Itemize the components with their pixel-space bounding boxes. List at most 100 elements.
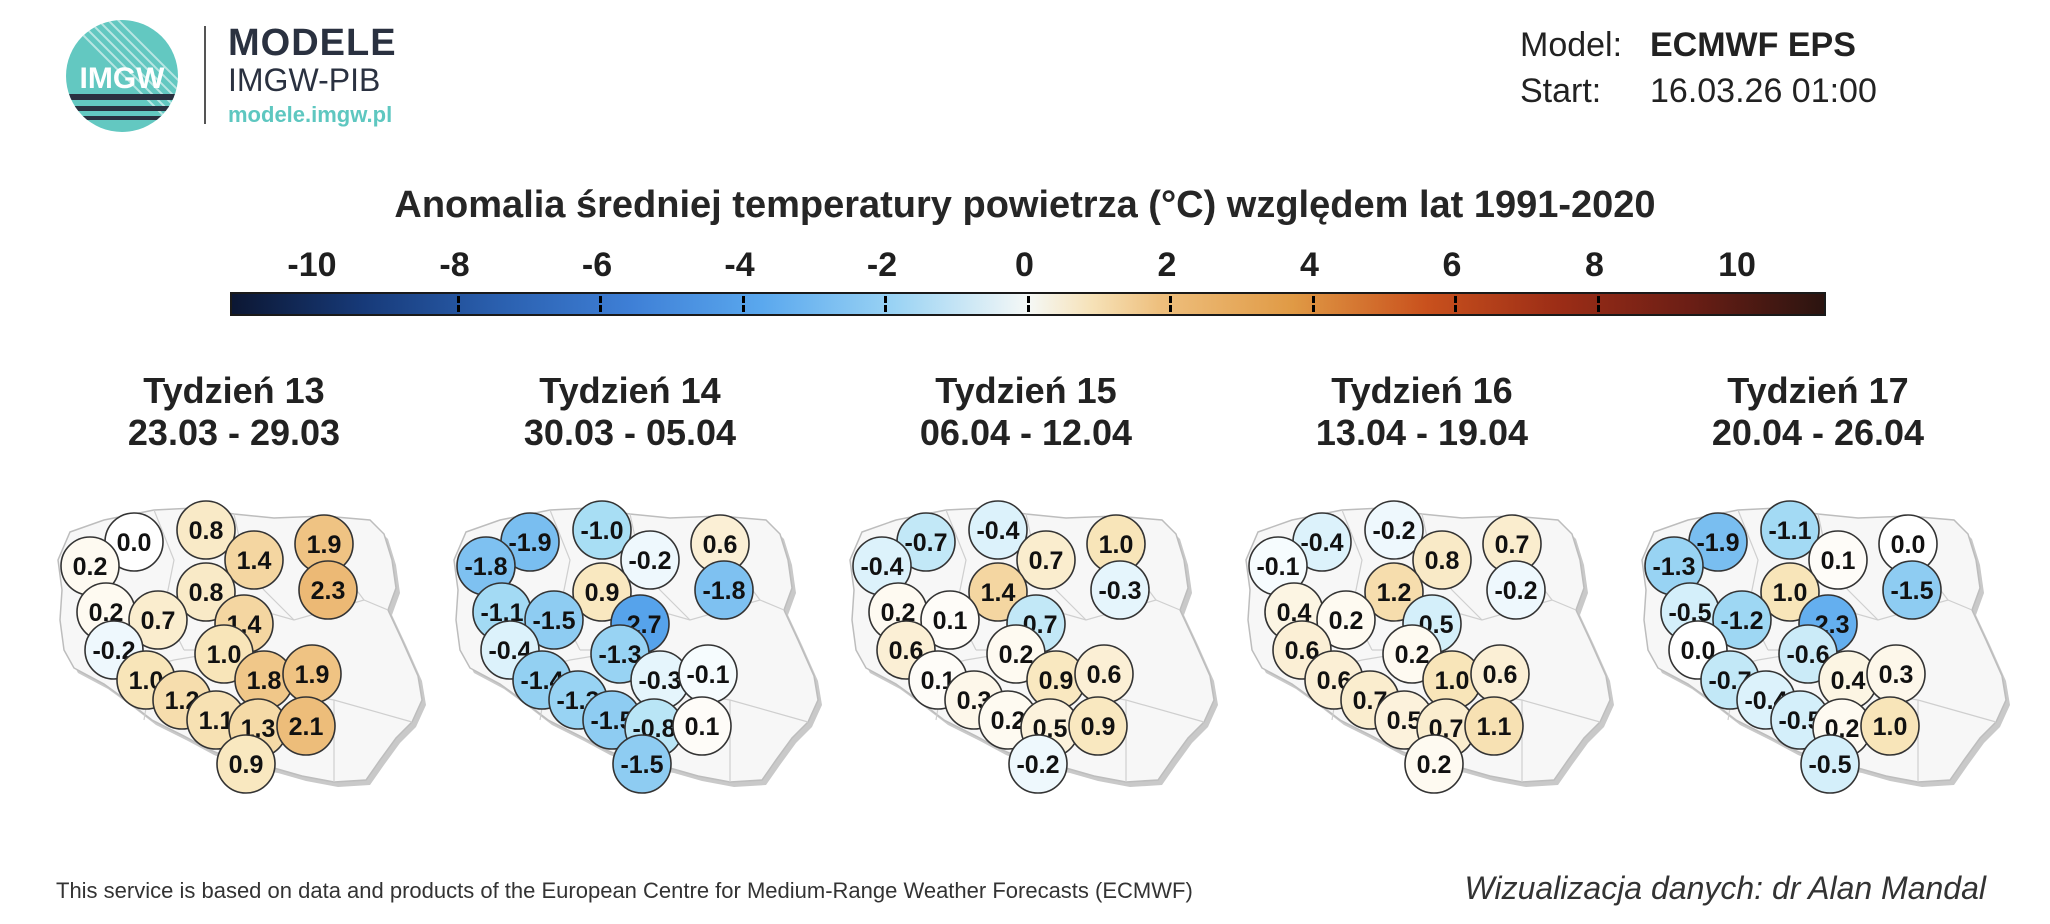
week-title: Tydzień 17 [1727,370,1909,411]
colorbar-tick-label: 6 [1442,246,1462,284]
colorbar-tick-label: -4 [724,246,755,284]
anomaly-marker: 0.7 [1016,530,1076,590]
poland-map: -0.7 -0.4 1.0-0.4 0.7-0.30.21.40.10.6-0.70.… [849,500,1218,794]
anomaly-value: -1.9 [1696,529,1739,557]
anomaly-value: -0.3 [1098,577,1141,605]
colorbar-tick-mark [1026,296,1030,303]
anomaly-marker: -1.0 [572,500,632,560]
anomaly-marker: 0.8 [176,500,236,560]
anomaly-marker: -1.3 [1644,536,1704,596]
anomaly-value: 0.9 [229,751,264,779]
poland-map: -1.9 -1.0 0.6-1.8 -0.2-1.8-1.10.9-1.5-0.4-2… [453,500,822,794]
logo: IMGW MODELE IMGW-PIB modele.imgw.pl [64,16,484,136]
anomaly-value: -0.3 [638,667,681,695]
anomaly-circle [298,560,358,620]
anomaly-marker: 2.3 [298,560,358,620]
colorbar-tick-mark [741,305,745,312]
colorbar-tick-mark [1596,305,1600,312]
anomaly-value: 0.2 [1395,641,1430,669]
week-date-range: 30.03 - 05.04 [523,412,737,453]
anomaly-marker: 0.2 [1404,734,1464,794]
colorbar [230,292,1826,316]
anomaly-circle [1412,530,1472,590]
anomaly-circle [224,530,284,590]
colorbar-tick-mark [1454,296,1457,303]
anomaly-marker: -0.2 [620,530,680,590]
colorbar-tick-label: 8 [1585,246,1604,284]
anomaly-value: 0.0 [1891,531,1926,559]
anomaly-value: 1.1 [199,707,234,735]
imgw-logo-icon: IMGW [66,20,178,132]
anomaly-value: 0.8 [1425,547,1460,575]
anomaly-value: -0.5 [1808,751,1851,779]
anomaly-marker: -0.4 [968,500,1028,560]
anomaly-circle [1316,590,1376,650]
colorbar-tick-mark [1596,296,1600,303]
colorbar-tick-label: -2 [866,246,898,284]
anomaly-value: 0.1 [685,713,720,741]
anomaly-value: 2.3 [311,577,346,605]
anomaly-value: -1.3 [598,641,641,669]
anomaly-circle [176,500,236,560]
anomaly-value: -0.4 [860,553,903,581]
anomaly-value: 0.2 [1329,607,1364,635]
anomaly-circle [276,696,336,756]
anomaly-marker: 0.1 [920,590,980,650]
colorbar-tick-mark [1169,305,1172,312]
anomaly-marker: -0.2 [1364,500,1424,560]
poland-map: -0.4 -0.2 0.7-0.1 0.8-0.20.41.20.20.6-0.50.… [1245,500,1614,794]
anomaly-circle [1404,734,1464,794]
poland-map: -1.9 -1.1 0.0-1.3 0.1-1.5-0.51.0-1.20.0-2.3… [1641,500,2010,794]
anomaly-value: 0.7 [141,607,176,635]
colorbar-tick-label: -8 [439,246,470,284]
anomaly-value: -1.5 [1890,577,1933,605]
anomaly-value: 0.8 [189,517,224,545]
anomaly-value: -0.7 [904,529,947,557]
anomaly-marker: -0.2 [1486,560,1546,620]
anomaly-circle [1800,734,1860,794]
anomaly-marker: 1.0 [1086,514,1146,574]
anomaly-circle [128,590,188,650]
anomaly-value: 0.6 [1483,661,1518,689]
anomaly-circle [968,500,1028,560]
anomaly-circle [1808,530,1868,590]
anomaly-value: 0.9 [585,579,620,607]
anomaly-value: 0.2 [73,553,108,581]
anomaly-circle [572,500,632,560]
anomaly-marker: 1.9 [282,644,342,704]
colorbar-tick-mark [1169,296,1172,303]
anomaly-circle [620,530,680,590]
brand-url[interactable]: modele.imgw.pl [228,102,393,127]
anomaly-marker: 0.9 [216,734,276,794]
anomaly-circle [672,696,732,756]
anomaly-marker: 1.1 [1464,696,1524,756]
anomaly-circle [1860,696,1920,756]
colorbar-tick-label: -6 [581,246,613,284]
page-title: Anomalia średniej temperatury powietrza … [394,184,1656,226]
anomaly-marker: -0.7 [896,512,956,572]
colorbar-tick-label: 4 [1300,246,1319,284]
anomaly-circle [1068,696,1128,756]
anomaly-marker: 0.2 [1316,590,1376,650]
anomaly-value: 0.9 [1039,667,1074,695]
anomaly-value: 0.1 [933,607,968,635]
anomaly-value: -0.4 [1300,529,1343,557]
week-date-range: 06.04 - 12.04 [919,412,1133,453]
model-label: Model: [1520,26,1623,64]
anomaly-circle [1464,696,1524,756]
colorbar-tick-mark [1026,305,1030,312]
anomaly-marker: -0.2 [1008,734,1068,794]
anomaly-marker: 0.1 [1808,530,1868,590]
anomaly-marker: -1.5 [524,590,584,650]
footer-credit: This service is based on data and produc… [56,878,1193,903]
week-title: Tydzień 13 [143,370,325,411]
anomaly-value: 0.5 [1387,707,1422,735]
anomaly-value: 1.9 [295,661,330,689]
anomaly-value: 0.8 [189,579,224,607]
anomaly-value: 1.4 [237,547,272,575]
anomaly-marker: 0.4 [1818,650,1878,710]
anomaly-value: 1.0 [1773,579,1808,607]
anomaly-circle [216,734,276,794]
anomaly-marker: 0.2 [60,536,120,596]
anomaly-value: -1.9 [508,529,551,557]
